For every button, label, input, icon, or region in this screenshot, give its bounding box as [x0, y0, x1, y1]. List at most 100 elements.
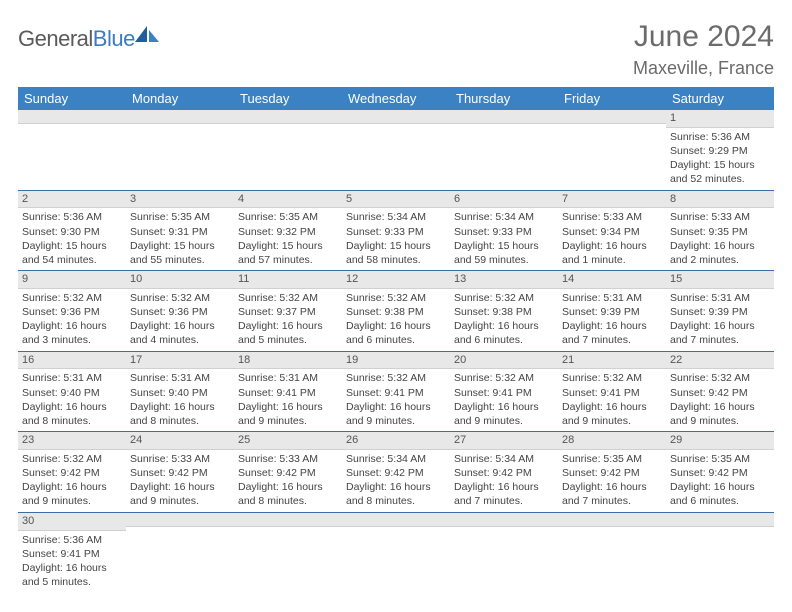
daylight-text: Daylight: 16 hours and 8 minutes. [130, 400, 230, 428]
daylight-text: Daylight: 16 hours and 9 minutes. [670, 400, 770, 428]
day-number: 24 [126, 432, 234, 450]
day-number: 5 [342, 191, 450, 209]
sunrise-text: Sunrise: 5:31 AM [22, 371, 122, 385]
calendar-day-cell: 12Sunrise: 5:32 AMSunset: 9:38 PMDayligh… [342, 271, 450, 352]
calendar-day-cell [234, 512, 342, 592]
day-number: 23 [18, 432, 126, 450]
day-details [234, 527, 342, 577]
calendar-day-cell [558, 110, 666, 190]
day-number: 28 [558, 432, 666, 450]
weekday-header: Sunday [18, 87, 126, 110]
daylight-text: Daylight: 16 hours and 3 minutes. [22, 319, 122, 347]
day-number: 12 [342, 271, 450, 289]
day-details: Sunrise: 5:32 AMSunset: 9:41 PMDaylight:… [450, 369, 558, 431]
calendar-day-cell [666, 512, 774, 592]
day-details: Sunrise: 5:36 AMSunset: 9:30 PMDaylight:… [18, 208, 126, 270]
sunset-text: Sunset: 9:36 PM [130, 305, 230, 319]
sunrise-text: Sunrise: 5:32 AM [562, 371, 662, 385]
day-number [666, 513, 774, 527]
daylight-text: Daylight: 16 hours and 9 minutes. [22, 480, 122, 508]
day-details: Sunrise: 5:35 AMSunset: 9:31 PMDaylight:… [126, 208, 234, 270]
location-label: Maxeville, France [633, 58, 774, 79]
sunrise-text: Sunrise: 5:35 AM [238, 210, 338, 224]
daylight-text: Daylight: 16 hours and 1 minute. [562, 239, 662, 267]
day-number: 10 [126, 271, 234, 289]
sunset-text: Sunset: 9:41 PM [454, 386, 554, 400]
sunset-text: Sunset: 9:38 PM [346, 305, 446, 319]
calendar-week-row: 2Sunrise: 5:36 AMSunset: 9:30 PMDaylight… [18, 190, 774, 271]
sunrise-text: Sunrise: 5:35 AM [562, 452, 662, 466]
calendar-day-cell: 24Sunrise: 5:33 AMSunset: 9:42 PMDayligh… [126, 432, 234, 513]
calendar-day-cell: 8Sunrise: 5:33 AMSunset: 9:35 PMDaylight… [666, 190, 774, 271]
calendar-day-cell [342, 110, 450, 190]
sunset-text: Sunset: 9:42 PM [22, 466, 122, 480]
sunset-text: Sunset: 9:33 PM [346, 225, 446, 239]
day-number: 11 [234, 271, 342, 289]
sunrise-text: Sunrise: 5:32 AM [346, 371, 446, 385]
sunrise-text: Sunrise: 5:36 AM [670, 130, 770, 144]
sunset-text: Sunset: 9:42 PM [454, 466, 554, 480]
calendar-day-cell: 20Sunrise: 5:32 AMSunset: 9:41 PMDayligh… [450, 351, 558, 432]
sunrise-text: Sunrise: 5:32 AM [238, 291, 338, 305]
day-number: 27 [450, 432, 558, 450]
day-number: 26 [342, 432, 450, 450]
sunset-text: Sunset: 9:41 PM [238, 386, 338, 400]
sunrise-text: Sunrise: 5:36 AM [22, 533, 122, 547]
weekday-header: Thursday [450, 87, 558, 110]
day-number [234, 513, 342, 527]
daylight-text: Daylight: 16 hours and 7 minutes. [562, 480, 662, 508]
day-details: Sunrise: 5:36 AMSunset: 9:41 PMDaylight:… [18, 531, 126, 593]
day-number: 22 [666, 352, 774, 370]
day-details: Sunrise: 5:35 AMSunset: 9:42 PMDaylight:… [666, 450, 774, 512]
day-details: Sunrise: 5:34 AMSunset: 9:42 PMDaylight:… [342, 450, 450, 512]
calendar-day-cell: 19Sunrise: 5:32 AMSunset: 9:41 PMDayligh… [342, 351, 450, 432]
sunset-text: Sunset: 9:42 PM [670, 466, 770, 480]
day-number [450, 110, 558, 124]
calendar-day-cell: 4Sunrise: 5:35 AMSunset: 9:32 PMDaylight… [234, 190, 342, 271]
day-details: Sunrise: 5:34 AMSunset: 9:42 PMDaylight:… [450, 450, 558, 512]
day-details [450, 124, 558, 174]
daylight-text: Daylight: 16 hours and 9 minutes. [346, 400, 446, 428]
calendar-day-cell: 9Sunrise: 5:32 AMSunset: 9:36 PMDaylight… [18, 271, 126, 352]
day-number: 21 [558, 352, 666, 370]
sunset-text: Sunset: 9:40 PM [22, 386, 122, 400]
day-number: 20 [450, 352, 558, 370]
sunrise-text: Sunrise: 5:32 AM [22, 291, 122, 305]
sunrise-text: Sunrise: 5:32 AM [130, 291, 230, 305]
day-details: Sunrise: 5:32 AMSunset: 9:41 PMDaylight:… [342, 369, 450, 431]
sunrise-text: Sunrise: 5:36 AM [22, 210, 122, 224]
day-details: Sunrise: 5:33 AMSunset: 9:34 PMDaylight:… [558, 208, 666, 270]
calendar-day-cell: 25Sunrise: 5:33 AMSunset: 9:42 PMDayligh… [234, 432, 342, 513]
day-number: 14 [558, 271, 666, 289]
weekday-header: Monday [126, 87, 234, 110]
sunrise-text: Sunrise: 5:34 AM [454, 452, 554, 466]
day-number [18, 110, 126, 124]
day-number: 29 [666, 432, 774, 450]
calendar-week-row: 30Sunrise: 5:36 AMSunset: 9:41 PMDayligh… [18, 512, 774, 592]
weekday-header-row: Sunday Monday Tuesday Wednesday Thursday… [18, 87, 774, 110]
daylight-text: Daylight: 16 hours and 9 minutes. [454, 400, 554, 428]
daylight-text: Daylight: 16 hours and 7 minutes. [670, 319, 770, 347]
day-details [18, 124, 126, 174]
calendar-day-cell [126, 512, 234, 592]
day-details: Sunrise: 5:31 AMSunset: 9:40 PMDaylight:… [18, 369, 126, 431]
calendar-day-cell: 16Sunrise: 5:31 AMSunset: 9:40 PMDayligh… [18, 351, 126, 432]
sunset-text: Sunset: 9:41 PM [22, 547, 122, 561]
sunset-text: Sunset: 9:35 PM [670, 225, 770, 239]
page-header: GeneralBlue June 2024 Maxeville, France [18, 20, 774, 79]
day-details [558, 124, 666, 174]
day-details: Sunrise: 5:31 AMSunset: 9:41 PMDaylight:… [234, 369, 342, 431]
daylight-text: Daylight: 15 hours and 54 minutes. [22, 239, 122, 267]
daylight-text: Daylight: 16 hours and 2 minutes. [670, 239, 770, 267]
sunrise-text: Sunrise: 5:33 AM [238, 452, 338, 466]
day-details: Sunrise: 5:35 AMSunset: 9:32 PMDaylight:… [234, 208, 342, 270]
calendar-day-cell [342, 512, 450, 592]
day-number: 25 [234, 432, 342, 450]
day-number: 19 [342, 352, 450, 370]
day-details: Sunrise: 5:33 AMSunset: 9:42 PMDaylight:… [234, 450, 342, 512]
sunset-text: Sunset: 9:37 PM [238, 305, 338, 319]
day-number: 17 [126, 352, 234, 370]
daylight-text: Daylight: 16 hours and 9 minutes. [562, 400, 662, 428]
daylight-text: Daylight: 16 hours and 7 minutes. [454, 480, 554, 508]
day-number: 8 [666, 191, 774, 209]
